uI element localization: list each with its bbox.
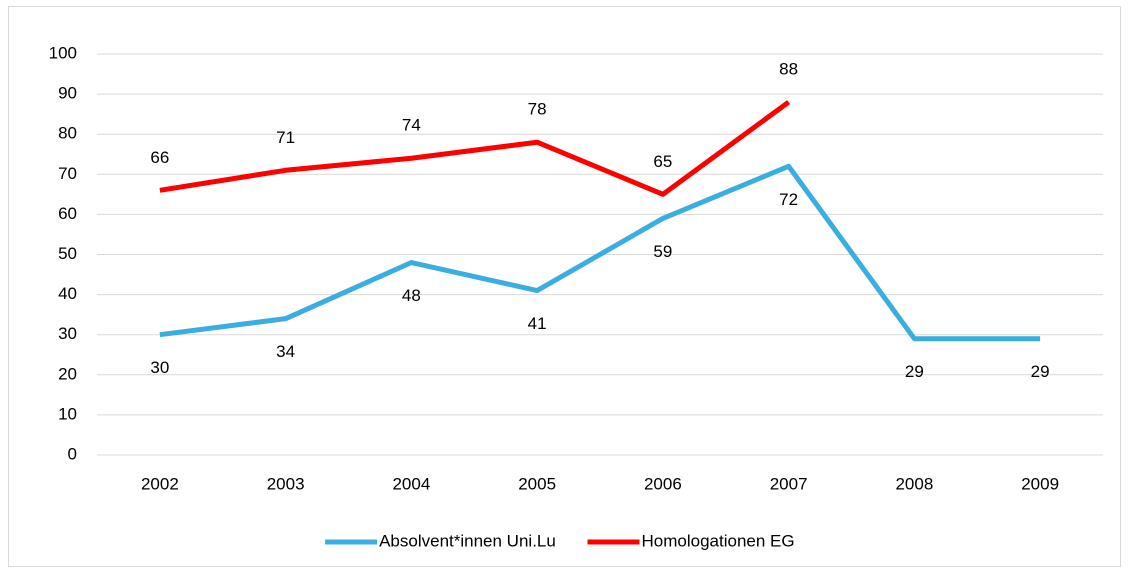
data-label: 72 [779,190,798,209]
series-line [159,100,791,197]
data-label: 66 [150,148,169,167]
y-tick-label: 50 [58,244,77,263]
data-label: 29 [905,362,924,381]
x-tick-label: 2003 [267,474,305,493]
series-line [159,163,1041,342]
y-tick-label: 10 [58,404,77,423]
x-tick-label: 2004 [392,474,430,493]
y-tick-label: 80 [58,124,77,143]
legend-label: Absolvent*innen Uni.Lu [379,531,556,550]
y-tick-label: 0 [68,444,77,463]
data-label: 41 [528,314,547,333]
y-tick-label: 100 [49,43,77,62]
data-label: 88 [779,60,798,79]
y-tick-label: 70 [58,164,77,183]
data-label: 30 [150,358,169,377]
legend-label: Homologationen EG [642,531,795,550]
y-tick-label: 30 [58,324,77,343]
y-tick-label: 90 [58,84,77,103]
y-tick-label: 60 [58,204,77,223]
data-label: 59 [653,242,672,261]
x-tick-label: 2009 [1021,474,1059,493]
y-tick-label: 40 [58,284,77,303]
x-tick-label: 2007 [770,474,808,493]
data-label: 78 [528,100,547,119]
x-tick-label: 2002 [141,474,179,493]
data-label: 65 [653,152,672,171]
x-tick-label: 2005 [518,474,556,493]
x-tick-label: 2008 [895,474,933,493]
data-label: 48 [402,286,421,305]
y-tick-label: 20 [58,364,77,383]
x-tick-label: 2006 [644,474,682,493]
data-label: 71 [276,128,295,147]
data-label: 34 [276,342,295,361]
chart-border [8,6,1121,567]
data-label: 74 [402,116,421,135]
data-label: 29 [1031,362,1050,381]
